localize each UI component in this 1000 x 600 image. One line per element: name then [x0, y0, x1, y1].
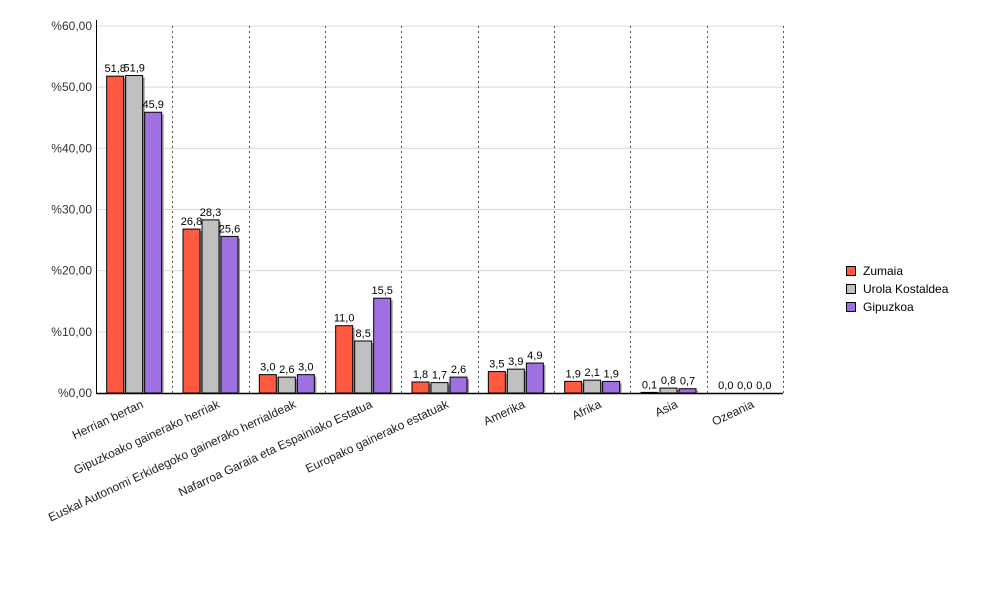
data-label: 51,9 [123, 63, 144, 75]
legend-item-gipuzkoa[interactable]: Gipuzkoa [846, 298, 948, 316]
bar[interactable] [564, 380, 583, 394]
legend-swatch-gipuzkoa [846, 302, 856, 312]
legend-label: Gipuzkoa [863, 300, 914, 314]
legend-swatch-zumaia [846, 266, 856, 276]
bar[interactable] [525, 362, 544, 394]
y-tick-label: %40,00 [51, 141, 92, 155]
data-label: 3,9 [508, 356, 523, 368]
data-label: 0,0 [718, 380, 733, 392]
legend: Zumaia Urola Kostaldea Gipuzkoa [846, 262, 948, 316]
data-label: 26,8 [181, 216, 202, 228]
data-label: 1,7 [432, 370, 447, 382]
data-label: 0,1 [642, 379, 657, 391]
data-label: 45,9 [142, 99, 163, 111]
data-label: 3,0 [260, 362, 275, 374]
data-label: 2,6 [451, 364, 466, 376]
data-label: 1,9 [566, 368, 581, 380]
bar[interactable] [277, 376, 296, 394]
data-label: 1,8 [413, 369, 428, 381]
data-label: 51,8 [104, 63, 125, 75]
bar[interactable] [640, 391, 659, 394]
data-label: 2,1 [585, 367, 600, 379]
legend-swatch-urola-kostaldea [846, 284, 856, 294]
bar[interactable] [182, 228, 201, 394]
legend-item-urola-kostaldea[interactable]: Urola Kostaldea [846, 280, 948, 298]
data-label: 0,0 [756, 380, 771, 392]
x-tick-label: Europako gainerako estatuak [303, 397, 451, 476]
data-label: 0,8 [661, 375, 676, 387]
bar[interactable] [373, 297, 392, 394]
bar[interactable] [602, 380, 621, 394]
bar[interactable] [487, 371, 506, 394]
data-label: 8,5 [356, 328, 371, 340]
y-tick-label: %10,00 [51, 325, 92, 339]
bar[interactable] [125, 75, 144, 394]
x-tick-label: Ozeania [710, 397, 757, 429]
data-label: 11,0 [334, 313, 355, 325]
bar[interactable] [411, 381, 430, 394]
x-tick-label: Afrika [570, 397, 604, 423]
bar[interactable] [335, 325, 354, 394]
data-label: 2,6 [279, 364, 294, 376]
data-label: 15,5 [371, 285, 392, 297]
legend-label: Zumaia [863, 264, 904, 278]
y-tick-label: %60,00 [51, 19, 92, 33]
bar[interactable] [583, 379, 602, 394]
legend-label: Urola Kostaldea [863, 282, 949, 296]
bar[interactable] [144, 111, 163, 394]
data-label: 1,9 [604, 368, 619, 380]
y-tick-label: %50,00 [51, 80, 92, 94]
data-label: 25,6 [219, 223, 240, 235]
bar[interactable] [354, 340, 373, 394]
bar[interactable] [106, 75, 125, 394]
legend-item-zumaia[interactable]: Zumaia [846, 262, 948, 280]
y-tick-label: %0,00 [58, 386, 92, 400]
bar[interactable] [430, 382, 449, 394]
bar[interactable] [449, 376, 468, 394]
data-label: 28,3 [200, 207, 221, 219]
x-tick-label: Amerika [481, 397, 527, 428]
data-label: 4,9 [527, 350, 542, 362]
bar[interactable] [296, 374, 315, 394]
bar[interactable] [220, 235, 239, 394]
bar[interactable] [258, 374, 277, 394]
bar[interactable] [506, 368, 525, 394]
bar[interactable] [659, 387, 678, 394]
data-label: 3,5 [489, 359, 504, 371]
data-label: 0,7 [680, 376, 695, 388]
bar[interactable] [678, 388, 697, 394]
data-label: 0,0 [737, 380, 752, 392]
y-tick-label: %30,00 [51, 203, 92, 217]
bar[interactable] [201, 219, 220, 394]
y-tick-label: %20,00 [51, 264, 92, 278]
data-label: 3,0 [298, 362, 313, 374]
x-tick-label: Asia [653, 397, 680, 420]
